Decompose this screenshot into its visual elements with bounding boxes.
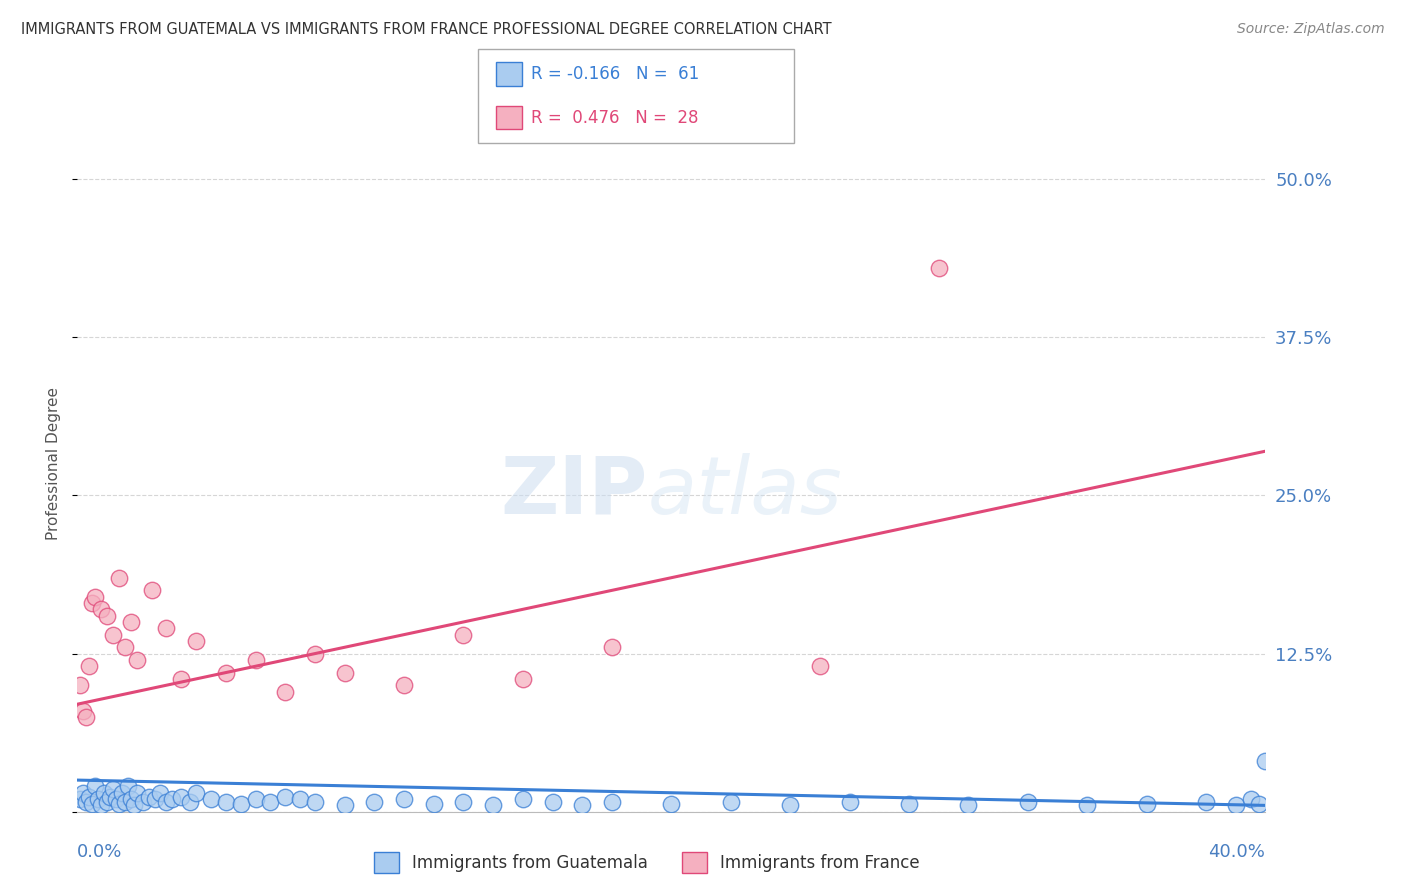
- Point: [75, 795, 97, 809]
- Point: [898, 797, 921, 811]
- Point: [82, 596, 104, 610]
- Point: [1195, 795, 1218, 809]
- Point: [77, 659, 100, 673]
- Point: [288, 792, 311, 806]
- Point: [96, 795, 118, 809]
- Point: [512, 672, 534, 686]
- Point: [69, 678, 91, 692]
- Point: [1076, 798, 1098, 813]
- Point: [69, 792, 91, 806]
- Text: ZIP: ZIP: [501, 452, 648, 531]
- Point: [149, 786, 172, 800]
- Point: [114, 640, 136, 655]
- Point: [101, 781, 124, 796]
- Point: [200, 792, 222, 806]
- Point: [808, 659, 831, 673]
- Point: [482, 798, 505, 813]
- Point: [125, 786, 148, 800]
- Point: [96, 608, 118, 623]
- Point: [274, 684, 297, 698]
- Point: [72, 704, 94, 718]
- Point: [1225, 798, 1247, 813]
- Point: [1254, 754, 1277, 768]
- Point: [333, 665, 356, 680]
- Point: [186, 786, 208, 800]
- Point: [117, 780, 139, 794]
- Point: [779, 798, 801, 813]
- Y-axis label: Professional Degree: Professional Degree: [46, 387, 62, 541]
- Point: [114, 795, 136, 809]
- Point: [957, 798, 980, 813]
- Point: [453, 627, 475, 641]
- Point: [84, 780, 107, 794]
- Point: [72, 786, 94, 800]
- Point: [87, 792, 110, 806]
- Point: [122, 798, 145, 813]
- Point: [1136, 797, 1159, 811]
- Text: 0.0%: 0.0%: [77, 843, 122, 861]
- Point: [120, 792, 142, 806]
- Text: atlas: atlas: [648, 452, 842, 531]
- Point: [120, 615, 142, 629]
- Point: [928, 260, 950, 275]
- Point: [77, 789, 100, 804]
- Point: [571, 798, 593, 813]
- Point: [98, 789, 121, 804]
- Text: Source: ZipAtlas.com: Source: ZipAtlas.com: [1237, 22, 1385, 37]
- Point: [1239, 792, 1261, 806]
- Point: [512, 792, 534, 806]
- Point: [1249, 797, 1271, 811]
- Text: R =  0.476   N =  28: R = 0.476 N = 28: [531, 109, 699, 127]
- Point: [186, 634, 208, 648]
- Point: [162, 792, 184, 806]
- Point: [170, 672, 193, 686]
- Point: [141, 583, 163, 598]
- Point: [82, 797, 104, 811]
- Point: [1017, 795, 1039, 809]
- Point: [155, 795, 177, 809]
- Point: [90, 798, 112, 813]
- Point: [101, 627, 124, 641]
- Point: [229, 797, 252, 811]
- Point: [600, 640, 623, 655]
- Text: IMMIGRANTS FROM GUATEMALA VS IMMIGRANTS FROM FRANCE PROFESSIONAL DEGREE CORRELAT: IMMIGRANTS FROM GUATEMALA VS IMMIGRANTS …: [21, 22, 832, 37]
- Point: [304, 795, 326, 809]
- Point: [90, 602, 112, 616]
- Point: [131, 795, 153, 809]
- Text: R = -0.166   N =  61: R = -0.166 N = 61: [531, 65, 700, 83]
- Point: [93, 786, 115, 800]
- Point: [143, 792, 166, 806]
- Text: 40.0%: 40.0%: [1209, 843, 1265, 861]
- Point: [541, 795, 564, 809]
- Point: [423, 797, 446, 811]
- Point: [104, 792, 127, 806]
- Point: [720, 795, 742, 809]
- Point: [108, 797, 131, 811]
- Point: [170, 789, 193, 804]
- Legend: Immigrants from Guatemala, Immigrants from France: Immigrants from Guatemala, Immigrants fr…: [367, 846, 927, 880]
- Point: [155, 621, 177, 635]
- Point: [245, 792, 267, 806]
- Point: [600, 795, 623, 809]
- Point: [392, 792, 415, 806]
- Point: [215, 795, 238, 809]
- Point: [259, 795, 281, 809]
- Point: [363, 795, 385, 809]
- Point: [392, 678, 415, 692]
- Point: [661, 797, 683, 811]
- Point: [838, 795, 860, 809]
- Point: [333, 798, 356, 813]
- Point: [179, 795, 201, 809]
- Point: [245, 653, 267, 667]
- Point: [75, 710, 97, 724]
- Point: [125, 653, 148, 667]
- Point: [453, 795, 475, 809]
- Point: [138, 789, 160, 804]
- Point: [274, 789, 297, 804]
- Point: [84, 590, 107, 604]
- Point: [304, 647, 326, 661]
- Point: [111, 786, 134, 800]
- Point: [215, 665, 238, 680]
- Point: [108, 571, 131, 585]
